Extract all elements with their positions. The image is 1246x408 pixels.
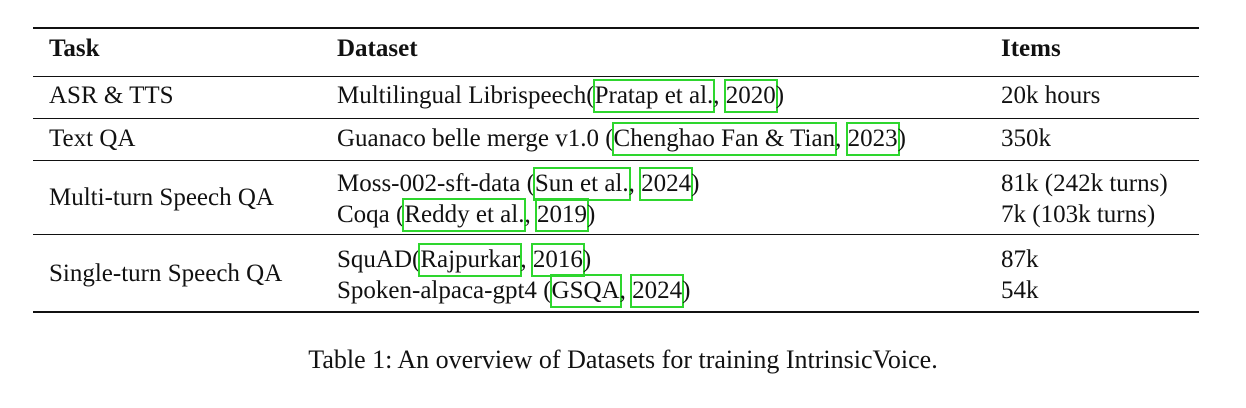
paren-close: ) [775,82,785,109]
table-row-rule [33,234,1199,235]
paren-close: ) [897,125,906,152]
citation-author-link[interactable]: Reddy et al. [402,198,527,232]
dataset-name: Multilingual Librispeech [337,82,587,109]
table-top-rule [33,27,1199,29]
citation-separator: , [524,201,537,228]
paren-open: ( [412,246,421,273]
dataset-cell: Coqa (Reddy et al., 2019) [337,198,596,232]
citation-author-link[interactable]: Pratap et al. [592,79,716,113]
task-cell: ASR & TTS [49,82,174,109]
citation-separator: , [619,277,633,304]
paren-close: ) [582,246,592,273]
citation-author-link[interactable]: GSQA [549,274,622,308]
paren-close: ) [682,277,691,304]
header-task: Task [49,35,100,62]
items-cell: 87k [1001,246,1039,273]
table-row-rule [33,118,1199,119]
citation-separator: , [628,170,642,197]
citation-author-link[interactable]: Rajpurkar [418,243,523,277]
table-bottom-rule [33,311,1199,313]
items-cell: 350k [1001,125,1051,152]
citation-year-link[interactable]: 2023 [845,122,900,156]
table-caption: Table 1: An overview of Datasets for tra… [308,345,938,374]
citation-separator: , [835,125,848,152]
citation-separator: , [520,246,533,273]
citation-year-link[interactable]: 2019 [534,198,589,232]
dataset-name: Coqa [337,201,397,228]
paren-close: ) [586,201,596,228]
items-cell: 20k hours [1001,82,1101,109]
paren-open: ( [396,201,405,228]
items-cell: 54k [1001,277,1039,304]
dataset-name: Moss-002-sft-data [337,170,527,197]
dataset-name: Guanaco belle merge v1.0 [337,125,606,152]
dataset-name: Spoken-alpaca-gpt4 [337,277,544,304]
header-items: Items [1001,35,1061,62]
table-row-rule [33,160,1199,161]
table-header-rule [33,76,1199,77]
header-dataset: Dataset [337,35,418,62]
citation-year-link[interactable]: 2020 [723,79,778,113]
paren-open: ( [586,82,595,109]
citation-author-link[interactable]: Sun et al. [532,167,631,201]
paren-open: ( [605,125,614,152]
citation-year-link[interactable]: 2016 [530,243,585,277]
dataset-cell: Moss-002-sft-data (Sun et al., 2024) [337,167,700,201]
items-cell: 7k (103k turns) [1001,201,1156,228]
dataset-cell: Spoken-alpaca-gpt4 (GSQA, 2024) [337,274,691,308]
task-cell: Multi-turn Speech QA [49,184,274,211]
citation-year-link[interactable]: 2024 [639,167,694,201]
citation-year-link[interactable]: 2024 [630,274,685,308]
items-cell: 81k (242k turns) [1001,170,1168,197]
dataset-cell: Multilingual Librispeech(Pratap et al., … [337,79,785,113]
citation-author-link[interactable]: Chenghao Fan & Tian [611,122,838,156]
citation-separator: , [713,82,726,109]
task-cell: Single-turn Speech QA [49,260,283,287]
paren-open: ( [526,170,535,197]
paren-open: ( [543,277,552,304]
dataset-cell: Guanaco belle merge v1.0 (Chenghao Fan &… [337,122,906,156]
task-cell: Text QA [49,125,136,152]
dataset-cell: SquAD(Rajpurkar, 2016) [337,243,592,277]
dataset-name: SquAD [337,246,413,273]
paren-close: ) [691,170,700,197]
